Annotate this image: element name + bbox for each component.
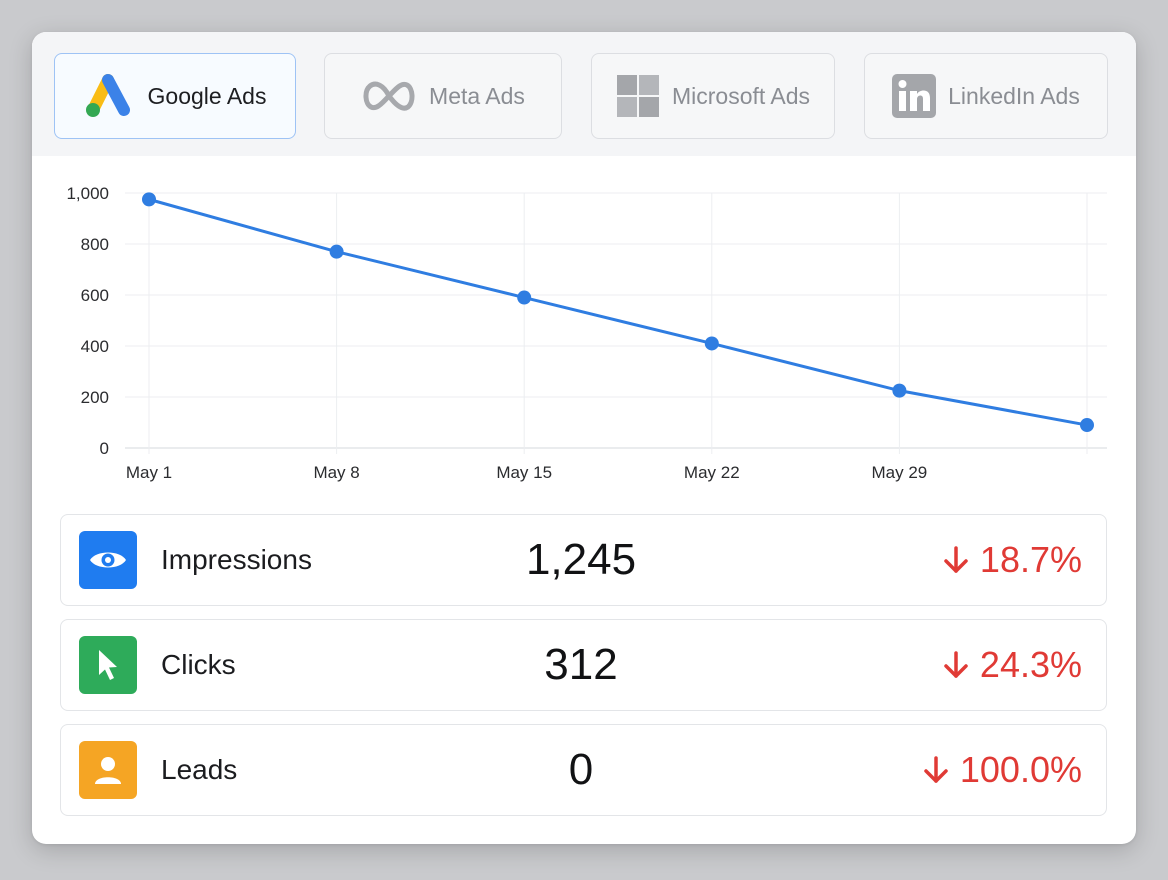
x-tick-label: May 8 bbox=[313, 463, 359, 482]
metric-change-value: 18.7% bbox=[979, 538, 1082, 580]
linkedin-icon bbox=[892, 74, 937, 118]
metric-value: 312 bbox=[544, 640, 618, 689]
cursor-icon bbox=[79, 636, 137, 694]
y-tick-label: 400 bbox=[81, 337, 109, 356]
metric-value: 1,245 bbox=[525, 535, 637, 584]
y-tick-label: 800 bbox=[81, 235, 109, 254]
tab-label: Google Ads bbox=[147, 82, 267, 109]
data-point bbox=[329, 244, 344, 259]
y-tick-label: 600 bbox=[81, 286, 109, 305]
ads-dashboard-card: Google Ads Meta Ads Microsoft Ads bbox=[32, 32, 1136, 844]
microsoft-icon bbox=[616, 74, 660, 118]
platform-tabs: Google Ads Meta Ads Microsoft Ads bbox=[32, 32, 1136, 156]
arrow-down-icon bbox=[944, 545, 968, 573]
x-tick-label: May 29 bbox=[872, 463, 928, 482]
y-tick-label: 200 bbox=[81, 388, 109, 407]
tab-meta-ads[interactable]: Meta Ads bbox=[324, 53, 562, 139]
metric-change: 24.3% bbox=[944, 620, 1082, 709]
line-chart: 0 200 400 600 800 1,000 May 1 May 8 May 15 May 22… bbox=[32, 156, 1136, 512]
arrow-down-icon bbox=[944, 650, 968, 678]
y-tick-label: 0 bbox=[100, 439, 109, 458]
person-icon bbox=[79, 741, 137, 799]
eye-icon bbox=[79, 531, 137, 589]
meta-icon bbox=[361, 78, 417, 114]
series-line bbox=[147, 197, 1089, 427]
metric-change-value: 100.0% bbox=[959, 748, 1082, 790]
y-tick-label: 1,000 bbox=[66, 184, 109, 203]
x-tick-label: May 1 bbox=[126, 463, 172, 482]
metric-label: Impressions bbox=[161, 544, 312, 575]
line-chart-svg: 0 200 400 600 800 1,000 May 1 May 8 May 15 May 22… bbox=[66, 184, 1107, 482]
data-point bbox=[1080, 418, 1094, 433]
tab-linkedin-ads[interactable]: LinkedIn Ads bbox=[864, 53, 1108, 139]
data-point bbox=[892, 383, 907, 398]
data-point bbox=[517, 290, 532, 305]
metric-row-impressions: Impressions 1,245 18.7% bbox=[60, 514, 1107, 606]
tab-label: LinkedIn Ads bbox=[948, 82, 1080, 109]
metric-value: 0 bbox=[568, 745, 594, 794]
metric-change: 18.7% bbox=[944, 515, 1082, 604]
metric-label: Leads bbox=[161, 754, 238, 785]
tab-label: Microsoft Ads bbox=[671, 82, 811, 109]
metric-row-leads: Leads 0 100.0% bbox=[60, 724, 1107, 816]
arrow-down-icon bbox=[924, 755, 948, 783]
x-tick-label: May 15 bbox=[496, 463, 552, 482]
data-point bbox=[142, 192, 156, 207]
metric-row-clicks: Clicks 312 24.3% bbox=[60, 619, 1107, 711]
metric-change-value: 24.3% bbox=[979, 643, 1082, 685]
google-ads-icon bbox=[84, 72, 136, 120]
tab-label: Meta Ads bbox=[429, 82, 525, 109]
metric-change: 100.0% bbox=[924, 725, 1082, 814]
data-point bbox=[704, 336, 719, 351]
metric-label: Clicks bbox=[161, 649, 236, 680]
tab-google-ads[interactable]: Google Ads bbox=[54, 53, 296, 139]
x-tick-label: May 22 bbox=[684, 463, 740, 482]
tab-microsoft-ads[interactable]: Microsoft Ads bbox=[591, 53, 835, 139]
